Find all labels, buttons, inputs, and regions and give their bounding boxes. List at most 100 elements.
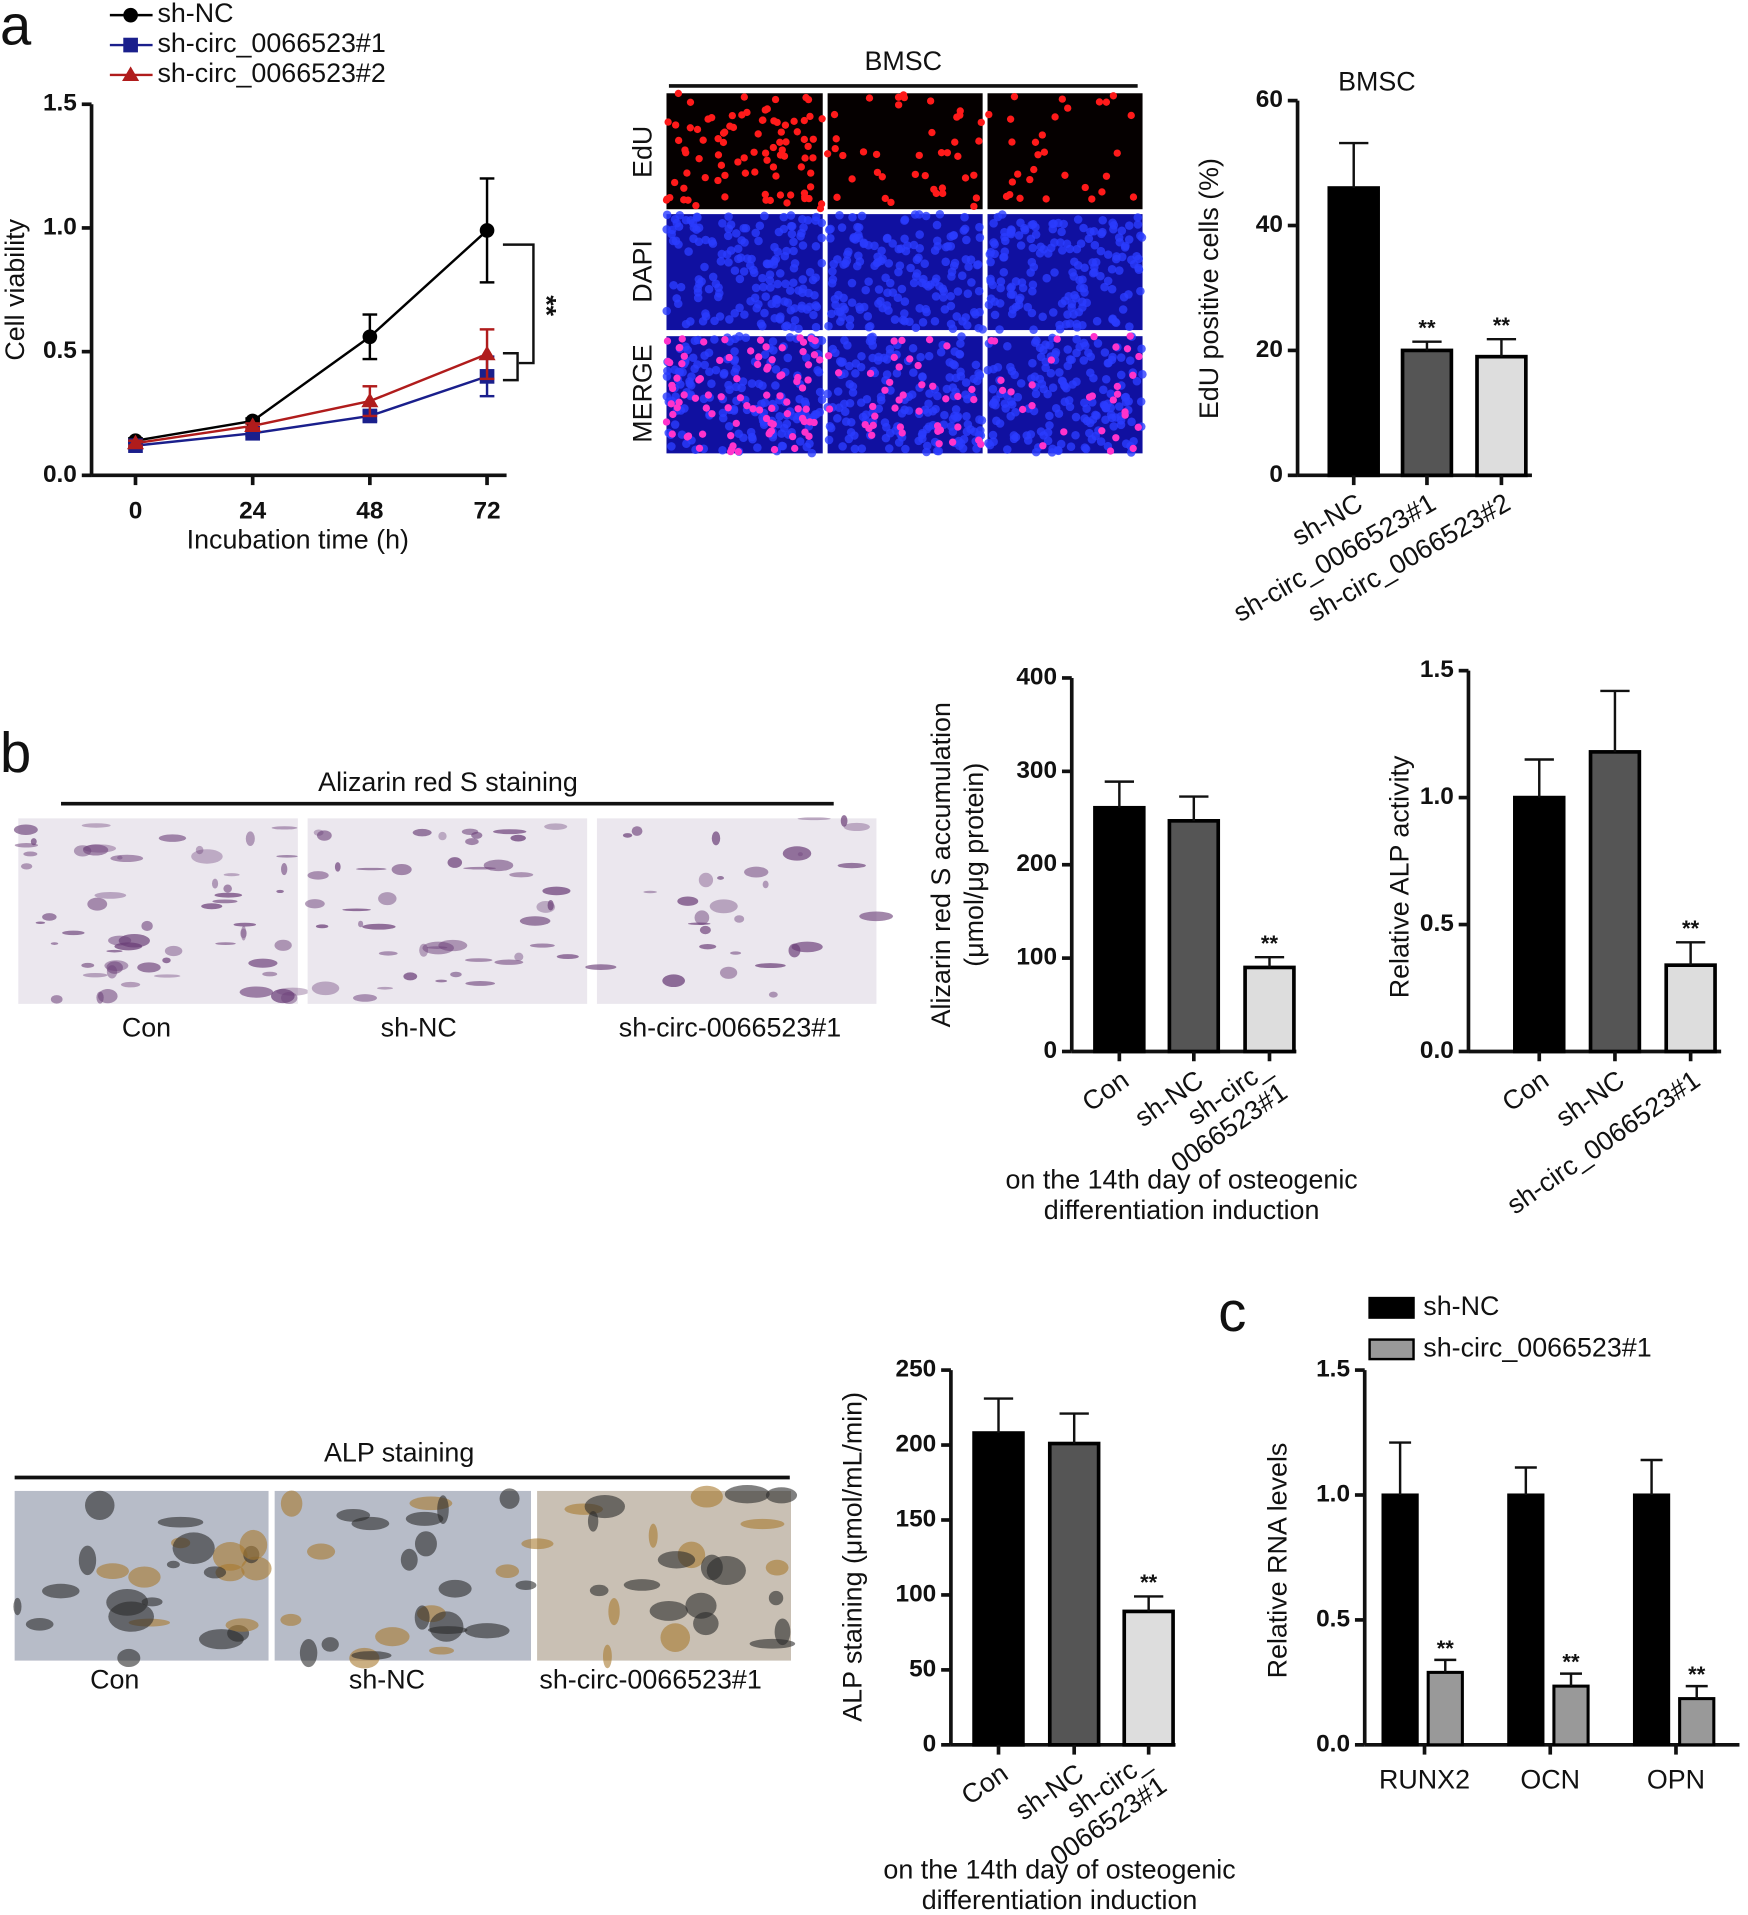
cell-dot xyxy=(884,444,894,453)
stain-spot xyxy=(755,963,786,969)
stain-spot xyxy=(494,959,524,965)
stain-spot xyxy=(81,823,111,828)
cell-dot xyxy=(787,229,797,239)
y-axis-label-group: Cell viability xyxy=(0,218,30,360)
cell-dot xyxy=(1112,434,1120,442)
cell-dot xyxy=(1043,249,1053,258)
cell-dot xyxy=(1055,320,1064,330)
cell-dot xyxy=(1082,298,1092,307)
cell-dot xyxy=(791,444,799,453)
marker xyxy=(123,7,138,23)
cell-dot xyxy=(909,278,919,288)
y-tick-label: 0.5 xyxy=(1420,910,1454,937)
stain-spot xyxy=(87,897,108,911)
cell-dot xyxy=(931,404,940,414)
cell-dot xyxy=(948,427,958,436)
cell-dot xyxy=(1007,388,1015,396)
cell-dot xyxy=(1132,376,1142,386)
cell-dot xyxy=(1060,382,1070,391)
stain-spot xyxy=(426,946,448,949)
cell-dot xyxy=(1071,412,1081,422)
cell-dot xyxy=(1120,393,1130,402)
cell-dot xyxy=(1011,432,1021,442)
cell-dot xyxy=(806,183,815,191)
cell-dot xyxy=(740,154,748,162)
cell-dot xyxy=(989,364,998,374)
cell-dot xyxy=(760,350,770,359)
micrograph-title: Alizarin red S staining xyxy=(318,767,578,797)
cell-dot xyxy=(731,364,741,373)
cell-dot xyxy=(936,347,946,357)
y-axis-label: (μmol/μg protein) xyxy=(959,763,989,967)
cell-dot xyxy=(753,443,762,452)
cell-dot xyxy=(1093,339,1103,348)
cell-dot xyxy=(1109,422,1118,431)
stain-spot xyxy=(765,1559,789,1576)
cell-dot xyxy=(949,231,958,240)
stain-spot xyxy=(23,851,38,857)
stain-spot xyxy=(483,859,514,872)
cell-dot xyxy=(943,149,952,157)
stain-spot xyxy=(225,1618,259,1632)
cell-dot xyxy=(1050,238,1059,247)
cell-dot xyxy=(1047,356,1055,364)
cell-dot xyxy=(882,422,891,432)
cell-dot xyxy=(724,404,732,412)
cell-dot xyxy=(896,423,905,431)
cell-dot xyxy=(770,117,778,125)
cell-dot xyxy=(995,325,1004,334)
x-tick-label-group: Con xyxy=(1077,1064,1135,1117)
y-tick-label: 40 xyxy=(1256,211,1283,238)
cell-dot xyxy=(1101,415,1110,425)
cell-dot xyxy=(894,101,903,109)
cell-dot xyxy=(762,343,770,351)
cell-dot xyxy=(1048,219,1057,229)
cell-dot xyxy=(662,210,672,220)
cell-dot xyxy=(734,429,744,439)
cell-dot xyxy=(817,258,827,268)
stain-spot xyxy=(153,974,181,978)
cell-dot xyxy=(700,338,708,346)
cell-dot xyxy=(760,211,769,221)
cell-dot xyxy=(782,419,792,429)
cell-dot xyxy=(974,323,983,333)
cell-dot xyxy=(728,111,736,120)
cell-dot xyxy=(776,191,785,199)
stain-spot xyxy=(378,892,397,906)
stain-spot xyxy=(203,1566,227,1579)
cell-dot xyxy=(903,241,912,250)
stain-spot xyxy=(412,828,432,837)
cell-dot xyxy=(1095,98,1104,106)
cell-dot xyxy=(681,319,691,329)
cell-dot xyxy=(915,230,924,239)
cell-dot xyxy=(1016,194,1024,202)
cell-dot xyxy=(947,272,956,281)
cell-dot xyxy=(873,258,883,267)
cell-dot xyxy=(1079,223,1088,233)
cell-dot xyxy=(1121,408,1129,416)
cell-dot xyxy=(673,374,681,382)
stain-spot xyxy=(700,1554,723,1581)
y-axis-label-group: Relative ALP activity xyxy=(1384,755,1414,998)
cell-dot xyxy=(732,419,740,428)
cell-dot xyxy=(928,128,936,137)
cell-dot xyxy=(943,241,953,251)
cell-dot xyxy=(971,360,981,370)
stain-spot xyxy=(262,971,278,977)
stain-spot xyxy=(797,817,831,821)
cell-dot xyxy=(817,336,827,345)
cell-dot xyxy=(990,249,999,259)
cell-dot xyxy=(904,406,914,415)
cell-dot xyxy=(691,394,700,402)
cell-dot xyxy=(993,212,1003,222)
x-tick-label: 24 xyxy=(239,497,267,524)
cell-dot xyxy=(801,154,809,162)
cell-dot xyxy=(811,337,819,345)
cell-dot xyxy=(975,307,984,317)
cell-dot xyxy=(874,404,884,414)
cell-dot xyxy=(905,317,914,326)
cell-dot xyxy=(772,299,781,308)
cell-dot xyxy=(809,154,817,162)
stain-spot xyxy=(191,849,223,864)
stain-spot xyxy=(362,923,396,930)
